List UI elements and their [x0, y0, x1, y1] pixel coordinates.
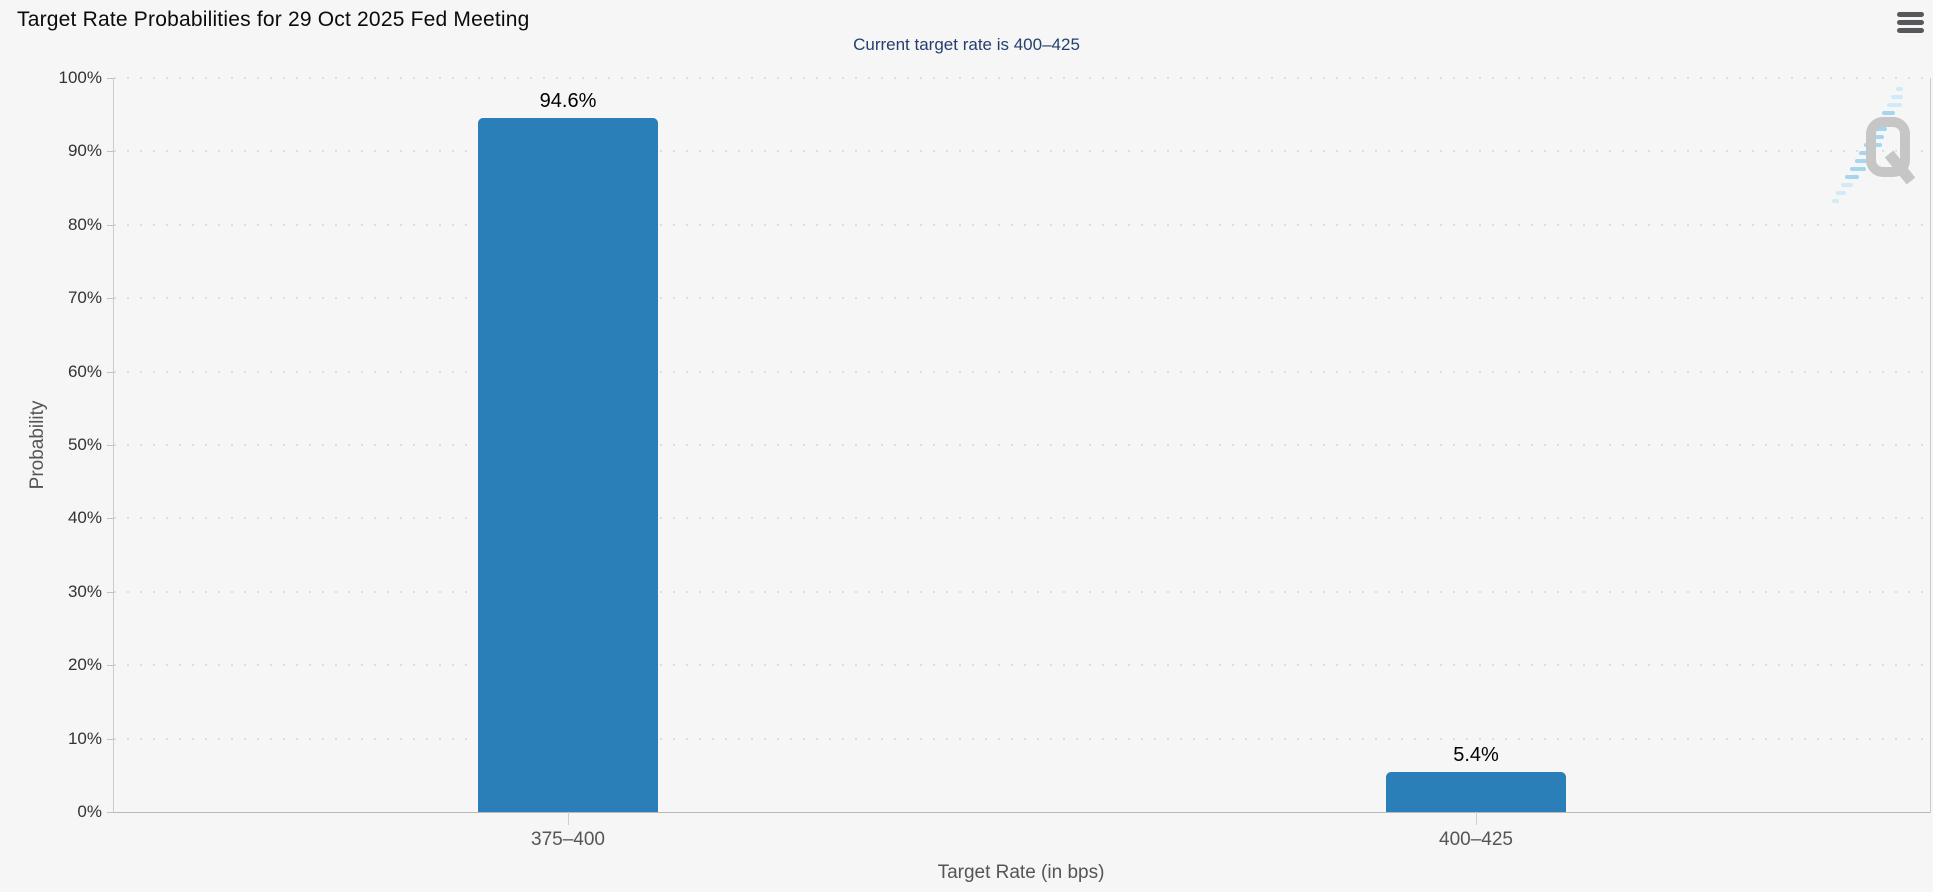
y-tick-mark [107, 812, 114, 813]
bar[interactable] [1386, 772, 1566, 812]
y-tick-mark [107, 78, 114, 79]
y-tick-mark [107, 224, 114, 226]
plot-area: 0% 10% 20% 30% 40% 50% 60% 70% 80% 90% 100% 94.6% 37… [59, 68, 1931, 850]
x-axis-title: Target Rate (in bps) [937, 862, 1105, 883]
gridline [114, 517, 1930, 520]
y-tick-mark [107, 298, 114, 300]
y-tick-label: 100% [58, 68, 102, 87]
y-tick-label: 30% [67, 581, 102, 601]
y-tick-label: 70% [67, 288, 102, 308]
y-tick-label: 0% [77, 802, 102, 821]
hamburger-menu-icon[interactable] [1897, 12, 1925, 34]
bar[interactable] [478, 117, 658, 812]
y-tick-label: 90% [67, 141, 102, 161]
x-tick-label: 375–400 [531, 829, 605, 850]
x-tick-mark [1476, 812, 1477, 825]
bar-value-label: 5.4% [1453, 744, 1499, 767]
y-tick-label: 50% [67, 435, 102, 454]
y-tick-mark [107, 665, 114, 667]
bar-value-label: 94.6% [539, 89, 597, 112]
y-tick-label: 80% [67, 214, 102, 234]
y-tick-label: 20% [67, 655, 102, 675]
x-tick-mark [568, 812, 569, 825]
menu-bar [1897, 12, 1924, 17]
gridline [114, 77, 1930, 79]
menu-bar [1897, 20, 1924, 25]
gridline [114, 444, 1930, 446]
gridline [114, 590, 1930, 593]
menu-bar [1897, 28, 1924, 33]
gridline [114, 664, 1930, 667]
page-title: Target Rate Probabilities for 29 Oct 202… [17, 8, 530, 31]
y-tick-mark [107, 738, 114, 740]
gridline [114, 737, 1930, 740]
y-axis-title: Probability [27, 400, 48, 490]
gridline [114, 370, 1930, 373]
y-tick-mark [107, 445, 114, 446]
y-tick-label: 10% [67, 728, 102, 748]
y-tick-mark [107, 371, 114, 373]
gridline [114, 297, 1930, 300]
x-tick-label: 400–425 [1439, 829, 1513, 850]
gridline [114, 223, 1930, 226]
gridline [114, 150, 1930, 153]
y-tick-mark [107, 591, 114, 593]
y-tick-mark [107, 518, 114, 520]
y-tick-label: 60% [67, 361, 102, 381]
y-tick-label: 40% [67, 508, 102, 528]
y-tick-mark [107, 151, 114, 153]
chart-subtitle: Current target rate is 400–425 [853, 35, 1080, 54]
